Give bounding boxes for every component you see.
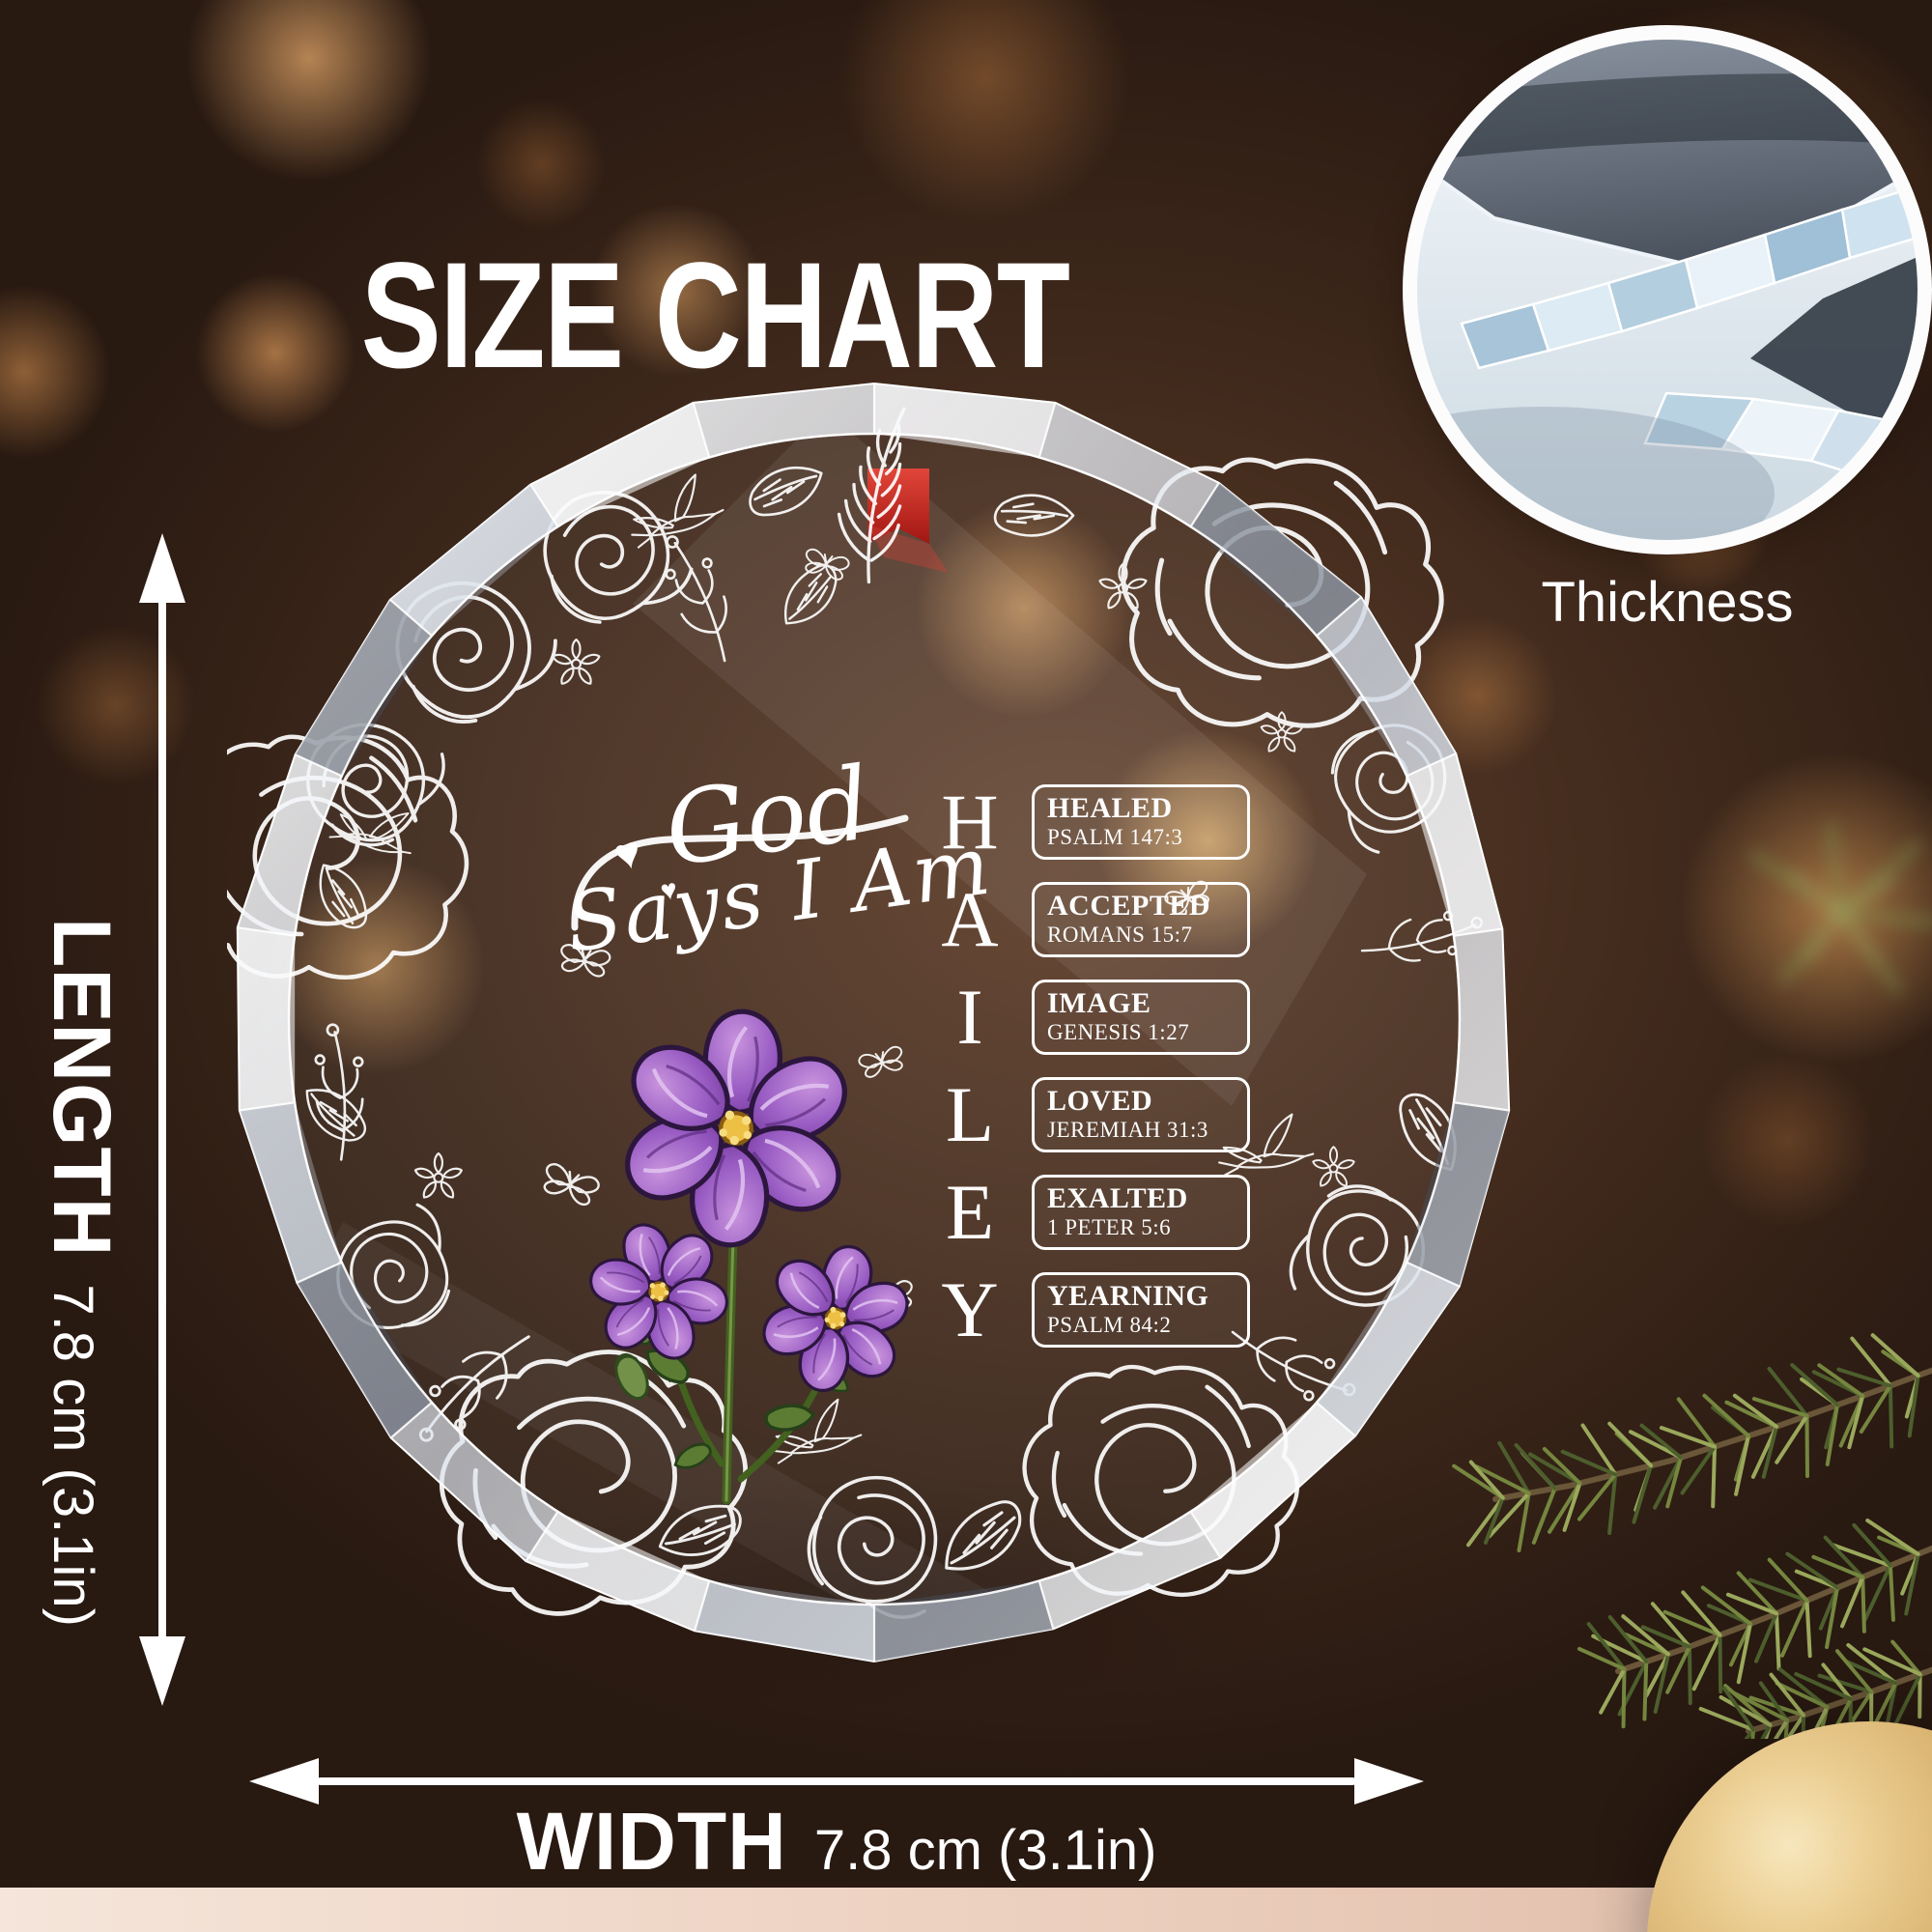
verse-label: PSALM 147:3 bbox=[1047, 825, 1183, 849]
word-label: EXALTED bbox=[1047, 1182, 1188, 1214]
thickness-label: Thickness bbox=[1541, 571, 1794, 634]
length-arrow-line bbox=[158, 591, 166, 1642]
page-title: SIZE CHART bbox=[360, 232, 1070, 400]
verse-label: GENESIS 1:27 bbox=[1047, 1020, 1190, 1044]
width-arrow-line bbox=[317, 1777, 1356, 1785]
length-label: LENGTH 7.8 cm (3.1in) bbox=[29, 876, 135, 1668]
arrowhead-down-icon bbox=[139, 1636, 185, 1706]
acronym-row: Y YEARNING PSALM 84:2 bbox=[929, 1265, 1250, 1353]
acronym-letter: H bbox=[941, 778, 999, 866]
arrowhead-right-icon bbox=[1354, 1758, 1424, 1804]
width-word: WIDTH bbox=[516, 1796, 787, 1887]
acronym-list: H HEALED PSALM 147:3 A ACCEPTED ROMANS 1… bbox=[929, 778, 1250, 1370]
acronym-row: E EXALTED 1 PETER 5:6 bbox=[929, 1168, 1250, 1256]
word-box: YEARNING PSALM 84:2 bbox=[1032, 1272, 1250, 1348]
thickness-photo bbox=[1417, 40, 1918, 540]
acronym-letter: A bbox=[941, 875, 999, 963]
arrowhead-up-icon bbox=[139, 533, 185, 603]
ornament-glass-disc bbox=[227, 382, 1511, 1663]
acronym-letter: E bbox=[945, 1168, 995, 1256]
acronym-row: L LOVED JEREMIAH 31:3 bbox=[929, 1070, 1250, 1158]
script-swash bbox=[571, 814, 909, 931]
word-box: IMAGE GENESIS 1:27 bbox=[1032, 980, 1250, 1055]
word-box: HEALED PSALM 147:3 bbox=[1032, 784, 1250, 860]
verse-label: ROMANS 15:7 bbox=[1047, 923, 1193, 947]
word-label: ACCEPTED bbox=[1047, 890, 1211, 922]
acronym-letter: Y bbox=[941, 1265, 999, 1353]
verse-label: 1 PETER 5:6 bbox=[1047, 1215, 1172, 1239]
table-surface bbox=[0, 1888, 1932, 1932]
length-value: 7.8 cm (3.1in) bbox=[42, 1284, 104, 1627]
word-label: HEALED bbox=[1047, 792, 1173, 824]
length-word: LENGTH bbox=[37, 918, 128, 1258]
verse-label: PSALM 84:2 bbox=[1047, 1313, 1172, 1337]
acronym-row: H HEALED PSALM 147:3 bbox=[929, 778, 1250, 866]
verse-label: JEREMIAH 31:3 bbox=[1047, 1118, 1208, 1142]
word-label: IMAGE bbox=[1047, 987, 1151, 1019]
blurred-branch-glow bbox=[1749, 822, 1932, 994]
word-box: EXALTED 1 PETER 5:6 bbox=[1032, 1175, 1250, 1250]
purple-flowers bbox=[573, 996, 931, 1505]
acronym-row: A ACCEPTED ROMANS 15:7 bbox=[929, 875, 1250, 963]
acronym-letter: L bbox=[945, 1070, 995, 1158]
word-box: ACCEPTED ROMANS 15:7 bbox=[1032, 882, 1250, 957]
arrowhead-left-icon bbox=[249, 1758, 319, 1804]
thickness-inset bbox=[1403, 25, 1932, 554]
word-box: LOVED JEREMIAH 31:3 bbox=[1032, 1077, 1250, 1152]
acronym-row: I IMAGE GENESIS 1:27 bbox=[929, 973, 1250, 1061]
width-value: 7.8 cm (3.1in) bbox=[813, 1819, 1157, 1882]
word-label: LOVED bbox=[1047, 1085, 1153, 1117]
acronym-letter: I bbox=[956, 973, 983, 1061]
facet-ring bbox=[236, 382, 1511, 1663]
pine-branch bbox=[1452, 1333, 1932, 1739]
width-label: WIDTH 7.8 cm (3.1in) bbox=[317, 1795, 1356, 1889]
word-label: YEARNING bbox=[1047, 1280, 1209, 1312]
